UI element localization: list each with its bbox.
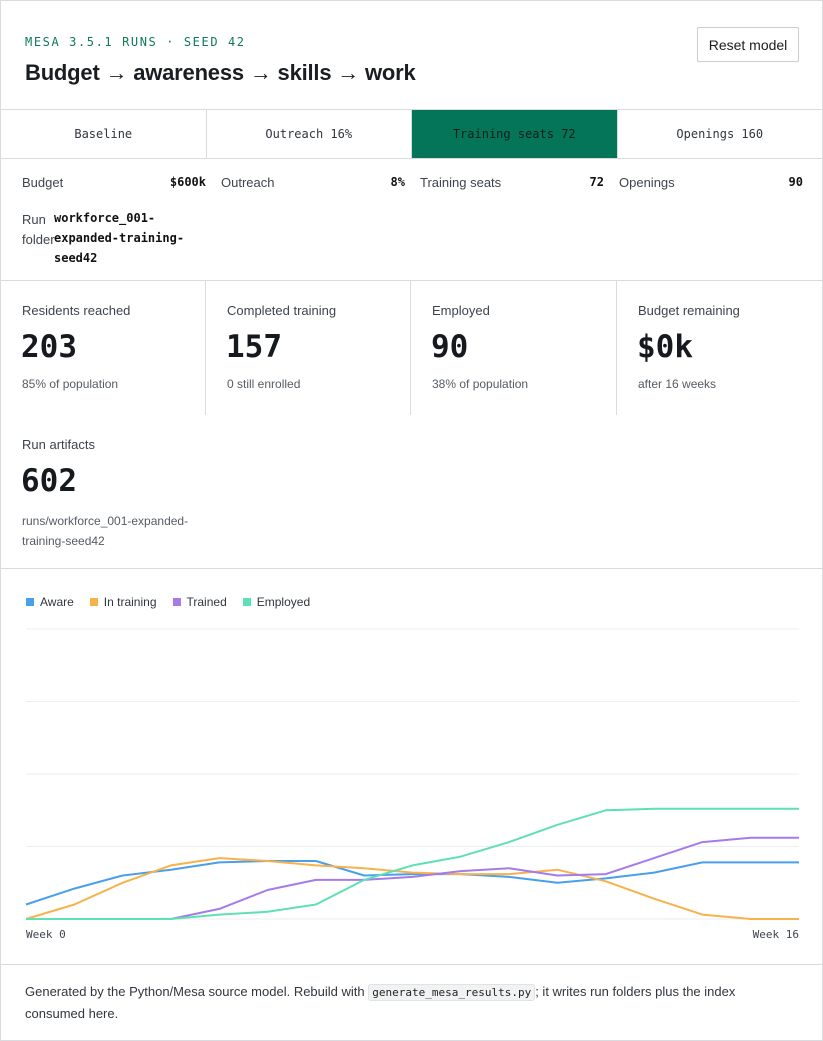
param-value: 72 xyxy=(589,175,604,189)
stat-value: $0k xyxy=(637,329,693,365)
run-artifacts-card: Run artifacts 602 runs/workforce_001-exp… xyxy=(1,415,822,569)
stat-subtext: 38% of population xyxy=(432,377,529,391)
stat-subtext: 0 still enrolled xyxy=(227,377,301,391)
series-line-aware xyxy=(25,860,799,906)
stat-label: Completed training xyxy=(227,303,337,318)
artifacts-value: 602 xyxy=(21,463,77,499)
artifacts-path: runs/workforce_001-expanded-training-see… xyxy=(22,514,189,548)
stat-budget-remaining: Budget remaining $0k after 16 weeks xyxy=(617,281,822,415)
legend-item-in-training: In training xyxy=(89,595,157,609)
param-key: Budget xyxy=(22,175,64,190)
x-tick-label: Week 0 xyxy=(26,928,66,941)
legend-swatch xyxy=(242,598,251,606)
param-value: 90 xyxy=(788,175,803,189)
run-folder-value: workforce_001-expanded-training-seed42 xyxy=(54,211,185,265)
legend-item-trained: Trained xyxy=(172,595,227,609)
tab-baseline[interactable]: Baseline xyxy=(1,110,207,158)
stat-label: Employed xyxy=(432,303,490,318)
run-folder-key: Run folder xyxy=(22,212,55,247)
stat-completed-training: Completed training 157 0 still enrolled xyxy=(206,281,411,415)
param-key: Openings xyxy=(619,175,675,190)
page-header: MESA 3.5.1 RUNS · SEED 42 Budget → aware… xyxy=(1,1,822,110)
legend-item-aware: Aware xyxy=(26,595,74,609)
legend-label: Employed xyxy=(256,595,311,609)
param-key: Outreach xyxy=(221,175,275,190)
series-line-trained xyxy=(26,836,799,920)
series-line-employed xyxy=(26,807,799,920)
param-key: Training seats xyxy=(420,175,502,190)
legend-swatch xyxy=(89,598,98,606)
tab-openings[interactable]: Openings 160 xyxy=(676,127,764,141)
page-title: Budget → awareness → skills → work xyxy=(25,60,416,85)
series-line-in-training xyxy=(25,857,799,920)
stats-row: Residents reached 203 85% of population … xyxy=(1,281,822,415)
stat-subtext: after 16 weeks xyxy=(638,377,717,391)
legend-label: Trained xyxy=(186,595,227,609)
tab-training-seats[interactable]: Training seats 72 xyxy=(412,110,618,158)
reset-model-button[interactable]: Reset model xyxy=(697,27,799,62)
scenario-tabs: Baseline Outreach 16% Training seats 72 … xyxy=(1,110,822,159)
stat-label: Residents reached xyxy=(22,303,131,318)
param-value: 8% xyxy=(390,175,405,189)
param-budget: Budget $600k xyxy=(22,175,206,191)
stat-value: 90 xyxy=(431,329,469,365)
stat-value: 203 xyxy=(21,329,77,365)
legend-item-employed: Employed xyxy=(242,595,311,609)
param-openings: Openings 90 xyxy=(619,175,803,191)
chart-legend: Aware In training Trained Employed xyxy=(26,595,310,609)
legend-label: Aware xyxy=(40,595,74,609)
eyebrow-label: MESA 3.5.1 RUNS · SEED 42 xyxy=(25,35,246,49)
artifacts-label: Run artifacts xyxy=(22,437,95,452)
param-outreach: Outreach 8% xyxy=(221,175,405,191)
legend-swatch xyxy=(26,598,34,606)
parameters-panel: Budget $600k Outreach 8% Training seats … xyxy=(1,159,822,281)
x-tick-label: Week 16 xyxy=(753,928,799,941)
footer-text-before: Generated by the Python/Mesa source mode… xyxy=(25,984,369,999)
param-training-seats: Training seats 72 xyxy=(420,175,604,191)
param-value: $600k xyxy=(169,175,206,189)
footer-note: Generated by the Python/Mesa source mode… xyxy=(25,981,785,1024)
stat-value: 157 xyxy=(226,329,282,365)
footer-script-name: generate_mesa_results.py xyxy=(368,984,536,1001)
tab-outreach[interactable]: Outreach 16% xyxy=(207,110,412,158)
stat-residents-reached: Residents reached 203 85% of population xyxy=(1,281,206,415)
stat-label: Budget remaining xyxy=(638,303,740,318)
stat-employed: Employed 90 38% of population xyxy=(411,281,617,415)
legend-swatch xyxy=(172,598,181,606)
chart-plot-area: Week 0 Week 16 xyxy=(25,628,799,941)
legend-label: In training xyxy=(103,595,157,609)
population-chart: Aware In training Trained Employed Week … xyxy=(1,569,822,965)
footer-text-after: ; it writes run folders plus the index c… xyxy=(25,984,736,1021)
stat-subtext: 85% of population xyxy=(22,377,119,391)
